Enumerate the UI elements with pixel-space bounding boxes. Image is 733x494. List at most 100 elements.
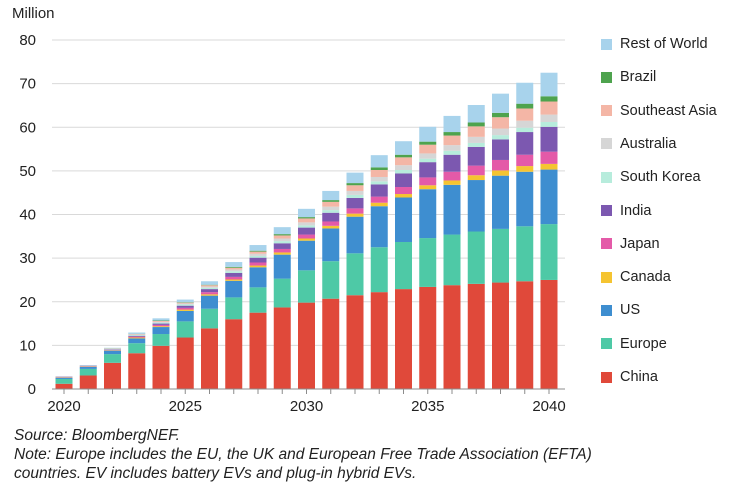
chart-notes: Source: BloombergNEF. Note: Europe inclu… xyxy=(14,426,729,483)
y-axis-tick-labels: 0 10 20 30 40 50 60 70 80 xyxy=(19,32,36,398)
bar-segment-south-korea xyxy=(467,142,485,147)
y-tick-label: 20 xyxy=(19,294,36,311)
legend-label: Southeast Asia xyxy=(620,102,717,119)
bar-segment-us xyxy=(55,377,73,379)
bar-segment-canada xyxy=(419,185,437,190)
bar-stack-2028 xyxy=(249,245,267,389)
bar-segment-south-korea xyxy=(273,241,291,244)
bar-segment-china xyxy=(55,383,73,389)
bar-segment-southeast-asia xyxy=(322,201,340,207)
bar-segment-japan xyxy=(467,165,485,176)
bar-segment-rest-of-world xyxy=(516,82,534,104)
bar-segment-japan xyxy=(443,171,461,181)
bar-segment-india xyxy=(128,335,146,337)
bar-segment-australia xyxy=(176,303,194,305)
bar-stack-2024 xyxy=(152,318,170,389)
x-tick-label: 2040 xyxy=(532,398,565,415)
bar-segment-china xyxy=(128,353,146,389)
bar-segment-canada xyxy=(395,194,412,198)
bar-segment-india xyxy=(492,139,509,160)
bar-segment-india xyxy=(346,197,364,209)
bar-segment-australia xyxy=(395,165,412,170)
bar-segment-japan xyxy=(273,248,291,253)
y-tick-label: 70 xyxy=(19,76,36,93)
bar-stack-2040 xyxy=(540,72,558,389)
bar-segment-china xyxy=(201,328,218,389)
legend-swatch xyxy=(601,205,612,216)
bar-segment-china xyxy=(467,283,485,389)
bar-segment-us xyxy=(176,310,194,322)
bar-segment-china xyxy=(298,302,315,389)
x-tick-label: 2025 xyxy=(169,398,202,415)
bar-segment-australia xyxy=(298,222,315,226)
bar-segment-brazil xyxy=(467,122,485,127)
bar-segment-australia xyxy=(370,176,388,182)
bar-segment-canada xyxy=(443,180,461,185)
legend-swatch xyxy=(601,304,612,316)
bar-segment-india xyxy=(298,227,315,235)
bar-segment-rest-of-world xyxy=(540,72,558,97)
bar-stack-2026 xyxy=(201,281,218,389)
bar-segment-japan xyxy=(128,336,146,338)
bar-segment-south-korea xyxy=(249,255,267,258)
bar-segment-canada xyxy=(298,238,315,241)
bar-segment-india xyxy=(516,132,534,155)
bar-stack-2038 xyxy=(492,93,509,389)
legend-label: Europe xyxy=(620,335,667,352)
bar-segment-brazil xyxy=(492,112,509,118)
bar-segment-us xyxy=(225,280,243,298)
note-line-2: countries. EV includes battery EVs and p… xyxy=(14,465,417,482)
bar-segment-japan xyxy=(346,208,364,214)
bar-segment-europe xyxy=(492,228,509,283)
bar-segment-japan xyxy=(322,221,340,226)
bar-segment-canada xyxy=(370,202,388,207)
bar-segment-rest-of-world xyxy=(346,172,364,184)
bar-segment-japan xyxy=(395,187,412,194)
bar-segment-australia xyxy=(201,286,218,288)
bar-segment-australia xyxy=(443,145,461,151)
bar-segment-china xyxy=(395,289,412,389)
y-tick-label: 50 xyxy=(19,163,36,180)
bar-segment-brazil xyxy=(298,217,315,219)
legend-swatch xyxy=(601,371,612,383)
bar-segment-china xyxy=(104,362,121,389)
bar-segment-us xyxy=(201,295,218,309)
bar-segment-brazil xyxy=(249,250,267,252)
bar-segment-canada xyxy=(249,265,267,268)
bar-segment-australia xyxy=(322,206,340,211)
bar-stack-2029 xyxy=(273,227,291,389)
bar-segment-us xyxy=(249,267,267,288)
legend-swatch xyxy=(601,38,612,50)
bar-stack-2025 xyxy=(176,299,194,389)
bar-segment-southeast-asia xyxy=(298,218,315,223)
bar-segment-europe xyxy=(79,368,97,376)
legend-label: US xyxy=(620,302,641,319)
bar-segment-india xyxy=(249,257,267,263)
legend-item-us: US xyxy=(601,301,640,319)
bar-segment-europe xyxy=(104,354,121,363)
note-line-1: Note: Europe includes the EU, the UK and… xyxy=(14,446,592,463)
legend-swatch xyxy=(601,338,612,350)
legend-swatch xyxy=(601,105,612,117)
bar-segment-south-korea xyxy=(201,287,218,290)
bar-segment-rest-of-world xyxy=(395,141,412,155)
bar-segment-us xyxy=(370,206,388,248)
bar-segment-australia xyxy=(249,253,267,256)
bar-segment-brazil xyxy=(370,167,388,170)
bar-segment-canada xyxy=(128,337,146,339)
bar-segment-china xyxy=(516,281,534,389)
bar-segment-europe xyxy=(298,270,315,303)
legend-swatch xyxy=(601,238,612,250)
bar-segment-india xyxy=(370,184,388,197)
bar-segment-europe xyxy=(152,334,170,346)
bar-segment-europe xyxy=(249,287,267,313)
bar-segment-china xyxy=(540,279,558,389)
legend-label: China xyxy=(620,369,658,385)
bar-stack-2039 xyxy=(516,82,534,389)
legend-swatch xyxy=(601,271,612,283)
bar-segment-japan xyxy=(201,292,218,295)
legend-item-china: China xyxy=(601,368,658,386)
legend-item-japan: Japan xyxy=(601,235,660,253)
bar-segment-brazil xyxy=(322,200,340,202)
bar-segment-rest-of-world xyxy=(273,227,291,235)
